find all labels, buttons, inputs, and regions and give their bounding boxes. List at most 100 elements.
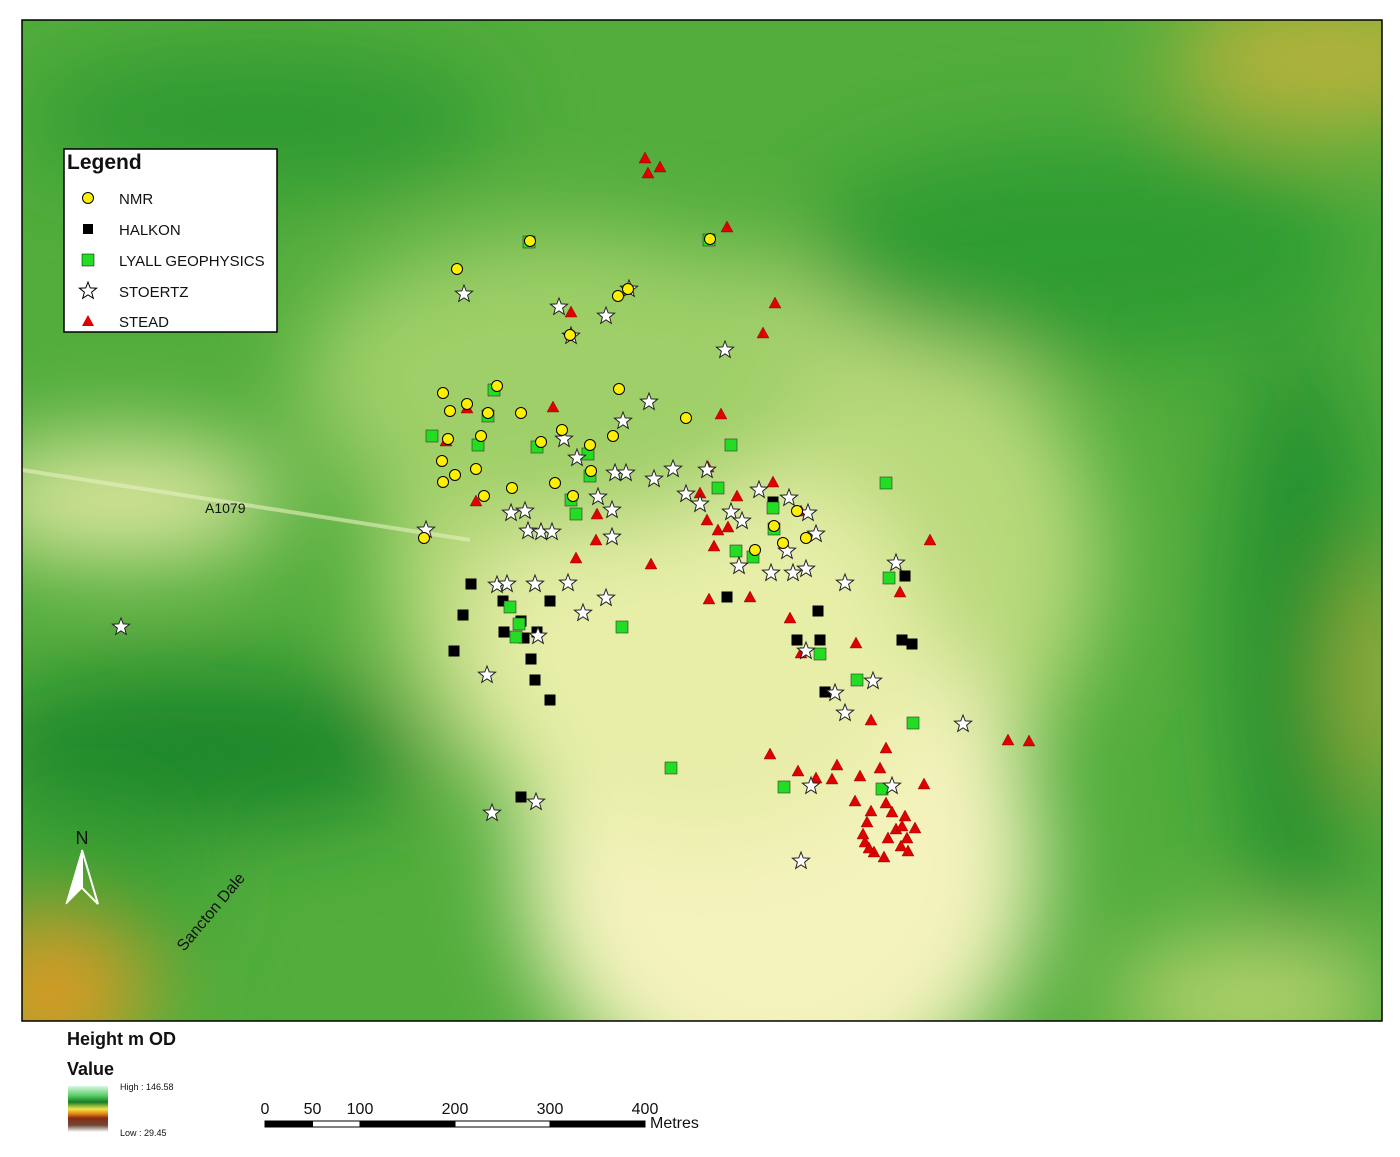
stoertz-site — [554, 428, 574, 448]
stoertz-site — [518, 520, 538, 540]
stead-site — [860, 815, 874, 828]
nmr-site — [549, 477, 561, 489]
nmr-site — [704, 233, 716, 245]
nmr-site — [567, 490, 579, 502]
stead-site — [895, 819, 909, 832]
stoertz-site — [526, 791, 546, 811]
scale-tick-label: 0 — [261, 1101, 270, 1118]
scale-unit: Metres — [650, 1115, 699, 1132]
scale-segment — [312, 1120, 361, 1128]
stead-site — [864, 804, 878, 817]
stoertz-site — [801, 775, 821, 795]
low-label: Low : 29.45 — [120, 1128, 167, 1138]
nmr-site — [524, 235, 536, 247]
stead-site — [885, 805, 899, 818]
stoertz-site — [613, 410, 633, 430]
height-title: Height m OD — [67, 1029, 176, 1049]
stoertz-site — [639, 391, 659, 411]
stead-site — [644, 557, 658, 570]
scale-segment — [454, 1120, 551, 1128]
lyall-geophysics-site — [766, 501, 780, 515]
nmr-site — [449, 469, 461, 481]
stoertz-site — [602, 499, 622, 519]
stead-site — [901, 844, 915, 857]
nmr-site — [564, 329, 576, 341]
nmr-site — [436, 455, 448, 467]
color-ramp — [68, 1086, 108, 1132]
scale-tick-label: 300 — [537, 1101, 564, 1118]
north-label: N — [76, 828, 89, 848]
nmr-site — [444, 405, 456, 417]
nmr-site — [475, 430, 487, 442]
stead-site — [783, 611, 797, 624]
stoertz-site — [676, 483, 696, 503]
stead-site — [923, 533, 937, 546]
stoertz-site — [863, 670, 883, 690]
legend-item: NMR — [119, 191, 153, 208]
halkon-site — [721, 591, 733, 603]
stoertz-site — [111, 616, 131, 636]
stoertz-site — [796, 640, 816, 660]
stoertz-site — [886, 552, 906, 572]
stoertz-site — [796, 558, 816, 578]
nmr-site — [800, 532, 812, 544]
legend-item: STEAD — [119, 314, 169, 331]
lyall-geophysics-site — [509, 630, 523, 644]
road-label: A1079 — [205, 500, 246, 516]
legend-item: STOERTZ — [119, 284, 188, 301]
stead-site — [791, 764, 805, 777]
nmr-site — [791, 505, 803, 517]
halkon-site — [448, 645, 460, 657]
stead-site — [730, 489, 744, 502]
halkon-site — [819, 686, 831, 698]
high-label: High : 146.58 — [120, 1082, 174, 1092]
nmr-site — [556, 424, 568, 436]
stoertz-site — [791, 850, 811, 870]
lyall-geophysics-site — [512, 617, 526, 631]
stead-site — [917, 777, 931, 790]
stead-site — [768, 296, 782, 309]
lyall-geophysics-site — [879, 476, 893, 490]
stoertz-site — [690, 493, 710, 513]
stoertz-site — [549, 296, 569, 316]
halkon-site — [896, 634, 908, 646]
halkon-site — [814, 634, 826, 646]
stoertz-site — [749, 479, 769, 499]
stead-site — [743, 590, 757, 603]
stead-site — [848, 794, 862, 807]
stoertz-site — [806, 523, 826, 543]
nmr-site — [506, 482, 518, 494]
scale-bar: Metres 0 50 100 200 300 400 — [261, 1101, 699, 1132]
halkon-site — [525, 653, 537, 665]
lyall-geophysics-site — [882, 571, 896, 585]
stoertz-site — [573, 602, 593, 622]
nmr-site — [535, 436, 547, 448]
halkon-site — [544, 595, 556, 607]
lyall-geophysics-site — [729, 544, 743, 558]
stoertz-site — [477, 664, 497, 684]
stoertz-site — [729, 555, 749, 575]
scale-segment — [264, 1120, 313, 1128]
stoertz-site — [482, 802, 502, 822]
legend-item: LYALL GEOPHYSICS — [119, 253, 265, 270]
stoertz-site — [567, 447, 587, 467]
scale-segment — [359, 1120, 456, 1128]
stoertz-site — [953, 713, 973, 733]
legend-title: Legend — [67, 151, 142, 174]
halkon-site — [515, 791, 527, 803]
stoertz-site — [779, 487, 799, 507]
stoertz-site — [596, 587, 616, 607]
nmr-site — [585, 465, 597, 477]
stoertz-site — [835, 572, 855, 592]
stead-site — [702, 592, 716, 605]
stead-site — [898, 809, 912, 822]
nmr-site — [612, 290, 624, 302]
nmr-site — [491, 380, 503, 392]
stead-site — [756, 326, 770, 339]
stead-site — [469, 494, 483, 507]
height-legend: Height m OD Value High : 146.58 Low : 29… — [67, 1029, 176, 1138]
nmr-site — [749, 544, 761, 556]
nmr-site — [461, 398, 473, 410]
nmr-site — [515, 407, 527, 419]
